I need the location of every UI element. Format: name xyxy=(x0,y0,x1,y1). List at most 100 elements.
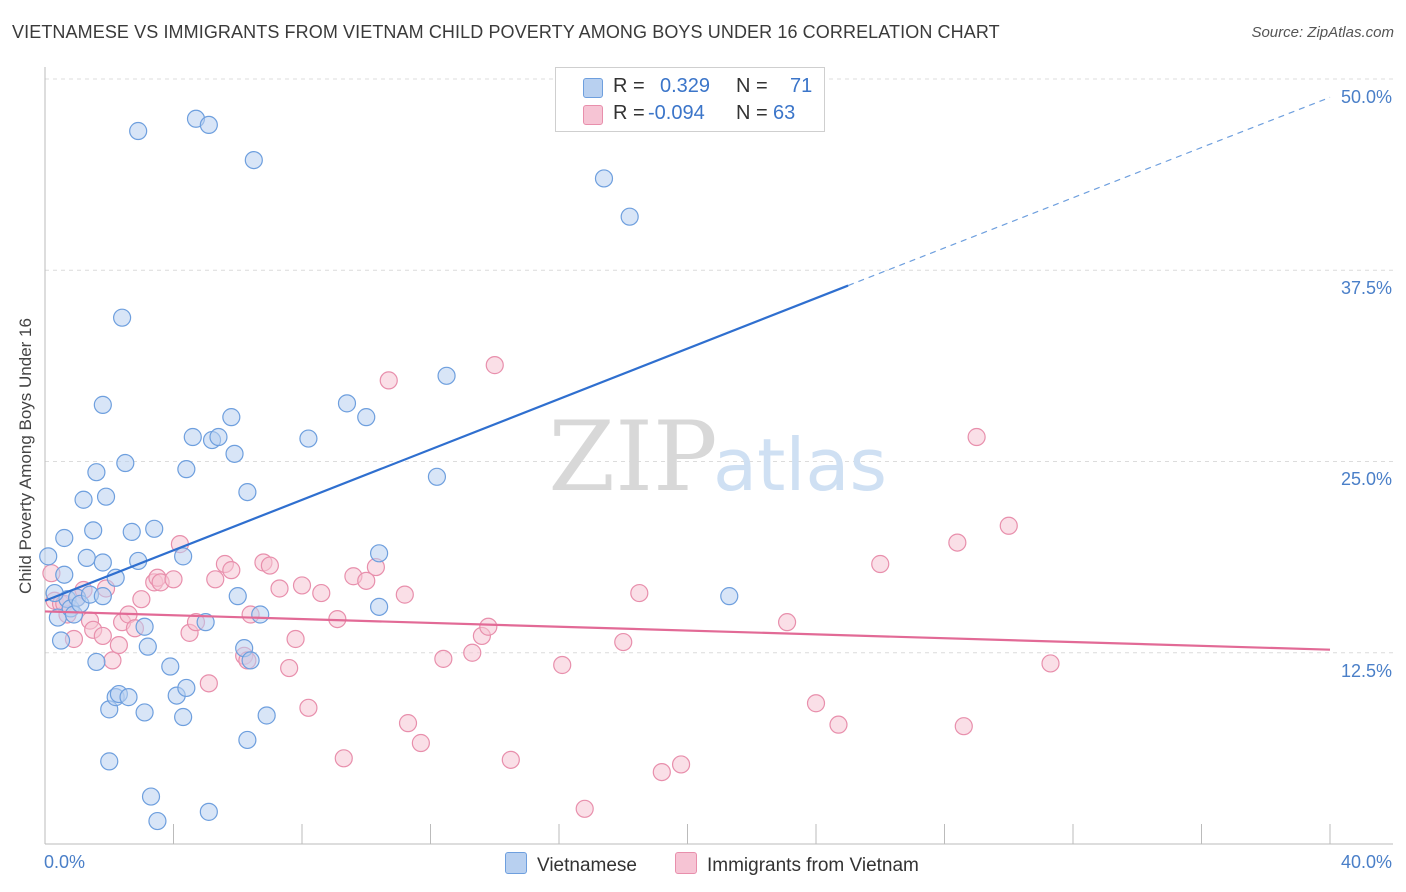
data-point xyxy=(241,651,260,670)
data-point xyxy=(999,516,1018,535)
data-point xyxy=(777,613,797,632)
data-point xyxy=(312,583,331,603)
data-point xyxy=(122,522,141,541)
watermark-zip: ZIP xyxy=(548,401,717,513)
data-point xyxy=(206,570,225,589)
axes xyxy=(44,67,1393,845)
data-point xyxy=(280,658,299,678)
data-point xyxy=(141,787,161,806)
y-axis-label: Child Poverty Among Boys Under 16 xyxy=(16,318,35,594)
data-point xyxy=(1041,654,1060,673)
n-value: 71 xyxy=(790,75,813,97)
data-point xyxy=(93,395,112,414)
legend-swatch-blue xyxy=(505,852,527,874)
data-point xyxy=(286,629,305,649)
data-point xyxy=(183,427,202,447)
data-point xyxy=(87,463,106,482)
data-point xyxy=(437,366,456,385)
chart-title: VIETNAMESE VS IMMIGRANTS FROM VIETNAM CH… xyxy=(12,22,1000,42)
data-point xyxy=(411,733,430,753)
blue-swatch xyxy=(583,78,603,98)
data-point xyxy=(164,570,183,589)
data-point xyxy=(55,528,74,548)
data-point xyxy=(299,429,318,448)
data-point xyxy=(138,637,157,656)
legend-item-vietnamese[interactable]: Vietnamese xyxy=(505,852,637,877)
data-point xyxy=(74,490,93,509)
data-point xyxy=(370,544,389,563)
data-point xyxy=(720,587,739,606)
data-point xyxy=(251,605,270,624)
data-point xyxy=(427,467,447,486)
data-point xyxy=(398,714,418,733)
data-point xyxy=(370,597,389,616)
trend-line-immigrants xyxy=(44,610,1331,651)
data-point xyxy=(871,554,890,574)
watermark-atlas: atlas xyxy=(713,423,887,507)
data-point xyxy=(77,548,96,567)
data-point xyxy=(299,698,318,717)
data-point xyxy=(575,799,594,818)
x-tick-label-min: 0.0% xyxy=(44,852,86,872)
y-tick-label: 37.5% xyxy=(1340,278,1392,298)
data-point xyxy=(967,427,986,447)
r-value: -0.094 xyxy=(648,102,705,124)
y-tick-label: 50.0% xyxy=(1340,87,1392,107)
data-point xyxy=(112,308,132,327)
data-point xyxy=(948,533,967,552)
r-label: R = xyxy=(613,102,645,124)
data-point xyxy=(93,553,112,572)
correlation-stats-box: R = 0.329 N = 71 R = -0.094 N = 63 xyxy=(555,67,825,132)
legend-label: Vietnamese xyxy=(537,855,637,876)
legend-label: Immigrants from Vietnam xyxy=(707,855,919,876)
data-point xyxy=(199,115,218,135)
data-point xyxy=(614,632,633,652)
data-point xyxy=(93,626,112,646)
data-point xyxy=(260,556,279,575)
data-point xyxy=(93,587,112,606)
data-point xyxy=(553,655,572,675)
stats-row-immigrants: R = -0.094 N = 63 xyxy=(556,102,824,128)
source-label: Source: ZipAtlas.com xyxy=(1251,24,1394,41)
data-point xyxy=(463,643,482,662)
data-point xyxy=(594,169,614,188)
data-point xyxy=(145,519,164,538)
data-point xyxy=(652,762,671,782)
data-point xyxy=(620,207,639,226)
data-point xyxy=(337,394,357,413)
data-point xyxy=(209,427,228,447)
data-point xyxy=(135,703,154,722)
data-point xyxy=(485,356,504,375)
data-point xyxy=(479,617,498,636)
n-label: N = xyxy=(736,75,768,97)
data-point xyxy=(292,576,312,595)
trend-line-vietnamese-extension xyxy=(847,96,1331,287)
data-point xyxy=(100,752,119,771)
data-point xyxy=(148,811,167,831)
trend-lines xyxy=(44,96,1331,651)
r-value: 0.329 xyxy=(660,75,711,97)
data-point xyxy=(177,678,196,698)
data-point xyxy=(116,453,135,473)
data-point xyxy=(244,150,263,170)
data-point xyxy=(238,483,257,502)
data-point xyxy=(39,547,58,566)
data-point xyxy=(103,651,122,670)
data-point xyxy=(196,613,215,632)
data-point xyxy=(51,631,71,650)
r-label: R = xyxy=(613,75,645,97)
data-point xyxy=(109,635,128,655)
data-point xyxy=(257,706,276,725)
watermark: ZIP atlas xyxy=(548,401,887,513)
data-point xyxy=(379,371,398,390)
legend-swatch-pink xyxy=(675,852,697,874)
data-point xyxy=(829,715,848,734)
data-point xyxy=(501,750,520,769)
data-point xyxy=(225,444,244,463)
data-point xyxy=(87,652,106,672)
data-point xyxy=(174,547,193,566)
data-point xyxy=(199,674,218,693)
legend-item-immigrants[interactable]: Immigrants from Vietnam xyxy=(675,852,919,877)
data-point xyxy=(334,749,353,768)
